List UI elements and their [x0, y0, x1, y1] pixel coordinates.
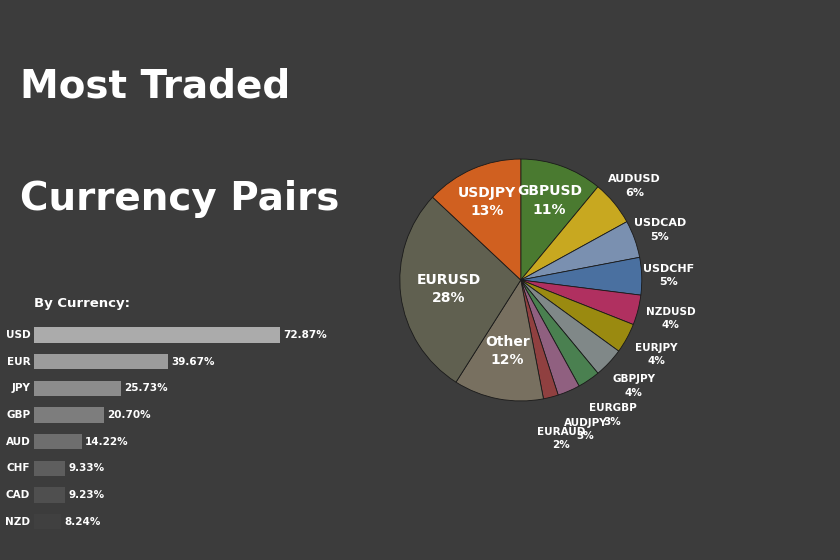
- Text: USDJPY
13%: USDJPY 13%: [458, 186, 517, 218]
- Text: 72.87%: 72.87%: [283, 330, 327, 340]
- Text: GBPUSD
11%: GBPUSD 11%: [517, 184, 582, 217]
- Wedge shape: [521, 280, 641, 325]
- Text: EURAUD
2%: EURAUD 2%: [538, 427, 585, 450]
- Wedge shape: [521, 280, 598, 386]
- Wedge shape: [521, 222, 639, 280]
- Wedge shape: [433, 159, 521, 280]
- Text: NZD: NZD: [5, 516, 30, 526]
- Text: 25.73%: 25.73%: [124, 383, 168, 393]
- Text: EUR: EUR: [7, 357, 30, 367]
- Text: USDCAD
5%: USDCAD 5%: [633, 218, 685, 241]
- Wedge shape: [521, 187, 627, 280]
- Text: AUDUSD
6%: AUDUSD 6%: [608, 174, 661, 198]
- Bar: [34, 487, 65, 503]
- Text: USD: USD: [6, 330, 30, 340]
- Bar: [34, 381, 121, 396]
- Text: 8.24%: 8.24%: [65, 516, 101, 526]
- Text: EURJPY
4%: EURJPY 4%: [635, 343, 678, 366]
- Text: USDCHF
5%: USDCHF 5%: [643, 264, 694, 287]
- Text: AUD: AUD: [6, 437, 30, 447]
- Wedge shape: [521, 280, 633, 351]
- Bar: [34, 434, 81, 449]
- Text: NZDUSD
4%: NZDUSD 4%: [646, 307, 696, 330]
- Wedge shape: [456, 280, 543, 401]
- Text: AUDJPY
3%: AUDJPY 3%: [564, 418, 607, 441]
- Text: CAD: CAD: [6, 490, 30, 500]
- Bar: [34, 460, 66, 476]
- Wedge shape: [521, 159, 598, 280]
- Text: EURGBP
3%: EURGBP 3%: [589, 403, 637, 427]
- Text: JPY: JPY: [12, 383, 30, 393]
- Text: EURUSD
28%: EURUSD 28%: [417, 273, 481, 305]
- Bar: [34, 407, 103, 423]
- Text: GBPJPY
4%: GBPJPY 4%: [612, 375, 655, 398]
- Bar: [34, 327, 280, 343]
- Text: 14.22%: 14.22%: [85, 437, 129, 447]
- Wedge shape: [521, 280, 579, 395]
- Text: 9.23%: 9.23%: [68, 490, 104, 500]
- Wedge shape: [521, 280, 558, 399]
- Bar: [34, 514, 61, 529]
- Wedge shape: [521, 280, 618, 373]
- Bar: [34, 354, 168, 370]
- Text: By Currency:: By Currency:: [34, 297, 129, 310]
- Wedge shape: [400, 197, 521, 382]
- Text: Most Traded: Most Traded: [20, 67, 291, 105]
- Wedge shape: [521, 258, 642, 295]
- Text: CHF: CHF: [7, 463, 30, 473]
- Text: 20.70%: 20.70%: [107, 410, 150, 420]
- Text: Other
12%: Other 12%: [485, 335, 529, 367]
- Text: GBP: GBP: [6, 410, 30, 420]
- Text: 9.33%: 9.33%: [69, 463, 105, 473]
- Text: 39.67%: 39.67%: [171, 357, 214, 367]
- Text: Currency Pairs: Currency Pairs: [20, 180, 340, 218]
